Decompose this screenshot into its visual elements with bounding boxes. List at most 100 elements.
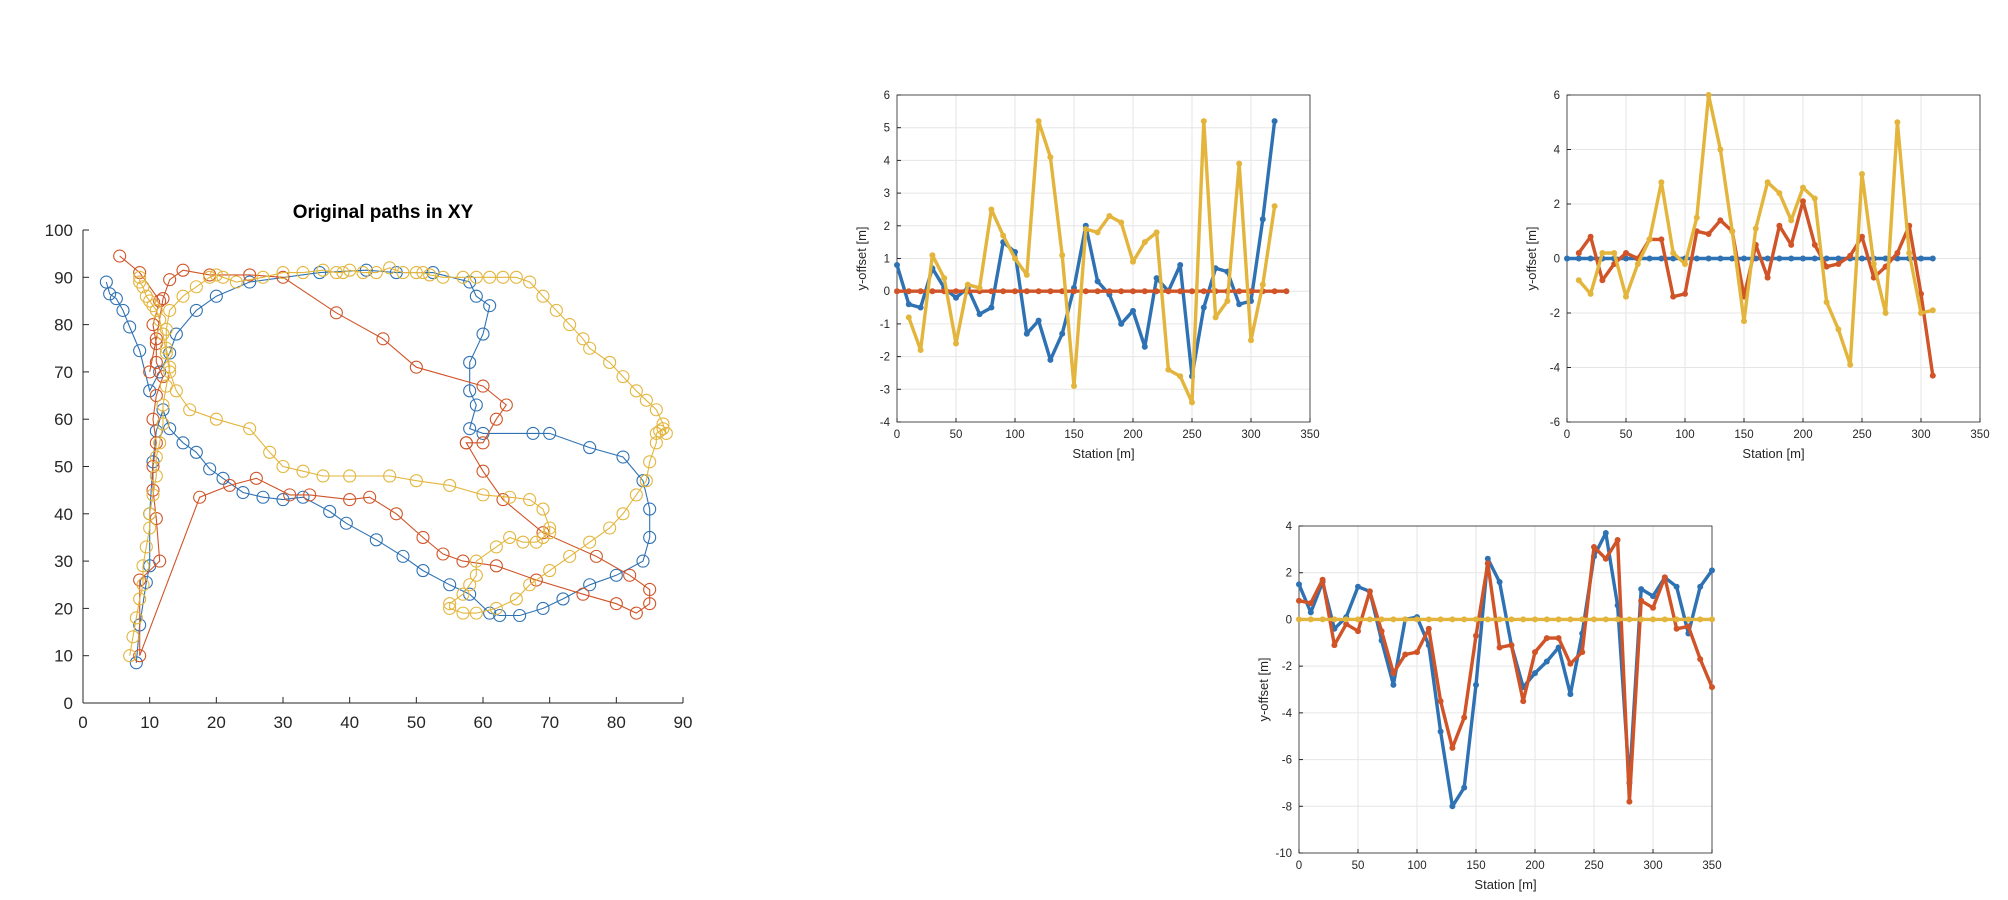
path-point-blue — [116, 303, 130, 317]
series-point-red — [1200, 288, 1207, 295]
path-point-yellow — [483, 270, 497, 284]
series-point-yellow — [1296, 616, 1302, 623]
series-point-yellow — [1614, 616, 1621, 623]
series-point-red — [1638, 597, 1645, 604]
path-point-yellow — [143, 507, 157, 521]
path-point-red — [149, 436, 163, 450]
x-tick-label: 20 — [207, 713, 226, 732]
series-point-yellow — [1717, 146, 1724, 153]
series-point-yellow — [1449, 616, 1456, 623]
path-point-red — [146, 318, 160, 332]
y-tick-label: 70 — [54, 363, 73, 382]
path-point-blue — [163, 346, 177, 360]
path-line-blue — [105, 269, 651, 663]
path-point-yellow — [469, 568, 483, 582]
path-point-yellow — [133, 592, 147, 606]
series-point-blue — [1709, 567, 1715, 574]
path-point-red — [643, 597, 657, 611]
series-point-blue — [1670, 255, 1677, 262]
path-point-yellow — [396, 266, 410, 280]
series-point-blue — [1918, 255, 1924, 262]
path-point-blue — [536, 601, 550, 615]
series-point-yellow — [1800, 184, 1806, 191]
series-point-yellow — [1752, 225, 1759, 232]
series-point-blue — [1705, 255, 1712, 262]
series-point-red — [1626, 798, 1633, 805]
x-tick-label: 300 — [1241, 429, 1260, 441]
series-point-red — [1543, 635, 1550, 642]
series-point-red — [1599, 277, 1606, 284]
series-point-red — [1165, 288, 1172, 295]
x-tick-label: 100 — [1005, 429, 1024, 441]
path-point-blue — [396, 549, 410, 563]
series-point-yellow — [1835, 326, 1842, 333]
series-point-yellow — [1508, 616, 1515, 623]
series-point-red — [1579, 649, 1586, 656]
series-point-blue — [1859, 255, 1865, 262]
x-tick-label: 250 — [1182, 429, 1201, 441]
path-point-red — [113, 249, 127, 263]
path-point-red — [623, 568, 637, 582]
series-point-blue — [1673, 583, 1680, 590]
path-point-red — [149, 355, 163, 369]
series-point-red — [1650, 604, 1656, 611]
path-point-yellow — [659, 426, 673, 440]
series-point-yellow — [1626, 616, 1633, 623]
series-point-red — [1614, 537, 1621, 544]
series-point-blue — [1835, 255, 1842, 262]
series-point-blue — [1355, 583, 1361, 590]
x-tick-label: 100 — [1675, 429, 1694, 441]
series-point-yellow — [1611, 250, 1618, 257]
y-tick-label: 0 — [884, 286, 890, 298]
x-tick-label: 300 — [1643, 860, 1662, 872]
path-point-blue — [323, 504, 337, 518]
series-point-red — [1587, 233, 1594, 240]
series-point-red — [1331, 642, 1338, 649]
path-point-yellow — [629, 488, 643, 502]
path-point-yellow — [653, 424, 667, 438]
series-point-red — [1520, 698, 1527, 705]
path-point-yellow — [643, 455, 657, 469]
path-point-yellow — [139, 289, 153, 303]
y-tick-label: 100 — [45, 221, 73, 240]
y-tick-label: 30 — [54, 552, 73, 571]
path-point-blue — [469, 398, 483, 412]
path-point-red — [133, 573, 147, 587]
series-point-red — [1035, 288, 1042, 295]
y-tick-label: 4 — [1554, 145, 1561, 157]
path-point-yellow — [443, 601, 457, 615]
path-point-blue — [636, 474, 650, 488]
path-point-blue — [189, 303, 203, 317]
series-point-red — [1094, 288, 1101, 295]
series-point-red — [1661, 574, 1668, 581]
series-point-red — [1835, 260, 1842, 267]
series-point-red — [1508, 642, 1515, 649]
path-point-red — [249, 471, 263, 485]
y-tick-label: 0 — [1286, 614, 1292, 626]
path-point-yellow — [256, 270, 270, 284]
series-point-red — [1484, 560, 1491, 567]
path-line-red — [119, 255, 651, 656]
x-tick-label: 30 — [274, 713, 293, 732]
series-point-blue — [1646, 255, 1653, 262]
path-point-yellow — [639, 393, 653, 407]
path-point-yellow — [649, 403, 663, 417]
path-point-red — [193, 490, 207, 504]
path-point-yellow — [176, 289, 190, 303]
series-point-blue — [1390, 681, 1397, 688]
y-tick-label: -6 — [1550, 417, 1560, 429]
series-point-blue — [1307, 609, 1314, 616]
path-point-yellow — [549, 303, 563, 317]
x-tick-label: 250 — [1584, 860, 1603, 872]
x-tick-label: 50 — [1620, 429, 1633, 441]
series-point-red — [1390, 670, 1397, 677]
path-point-blue — [463, 275, 477, 289]
path-point-blue — [483, 299, 497, 313]
series-point-yellow — [1378, 616, 1385, 623]
x-tick-label: 350 — [1970, 429, 1989, 441]
series-point-blue — [1177, 262, 1184, 269]
path-point-red — [146, 459, 160, 474]
x-tick-label: 200 — [1525, 860, 1544, 872]
path-point-blue — [443, 578, 457, 592]
series-point-yellow — [1035, 118, 1042, 125]
